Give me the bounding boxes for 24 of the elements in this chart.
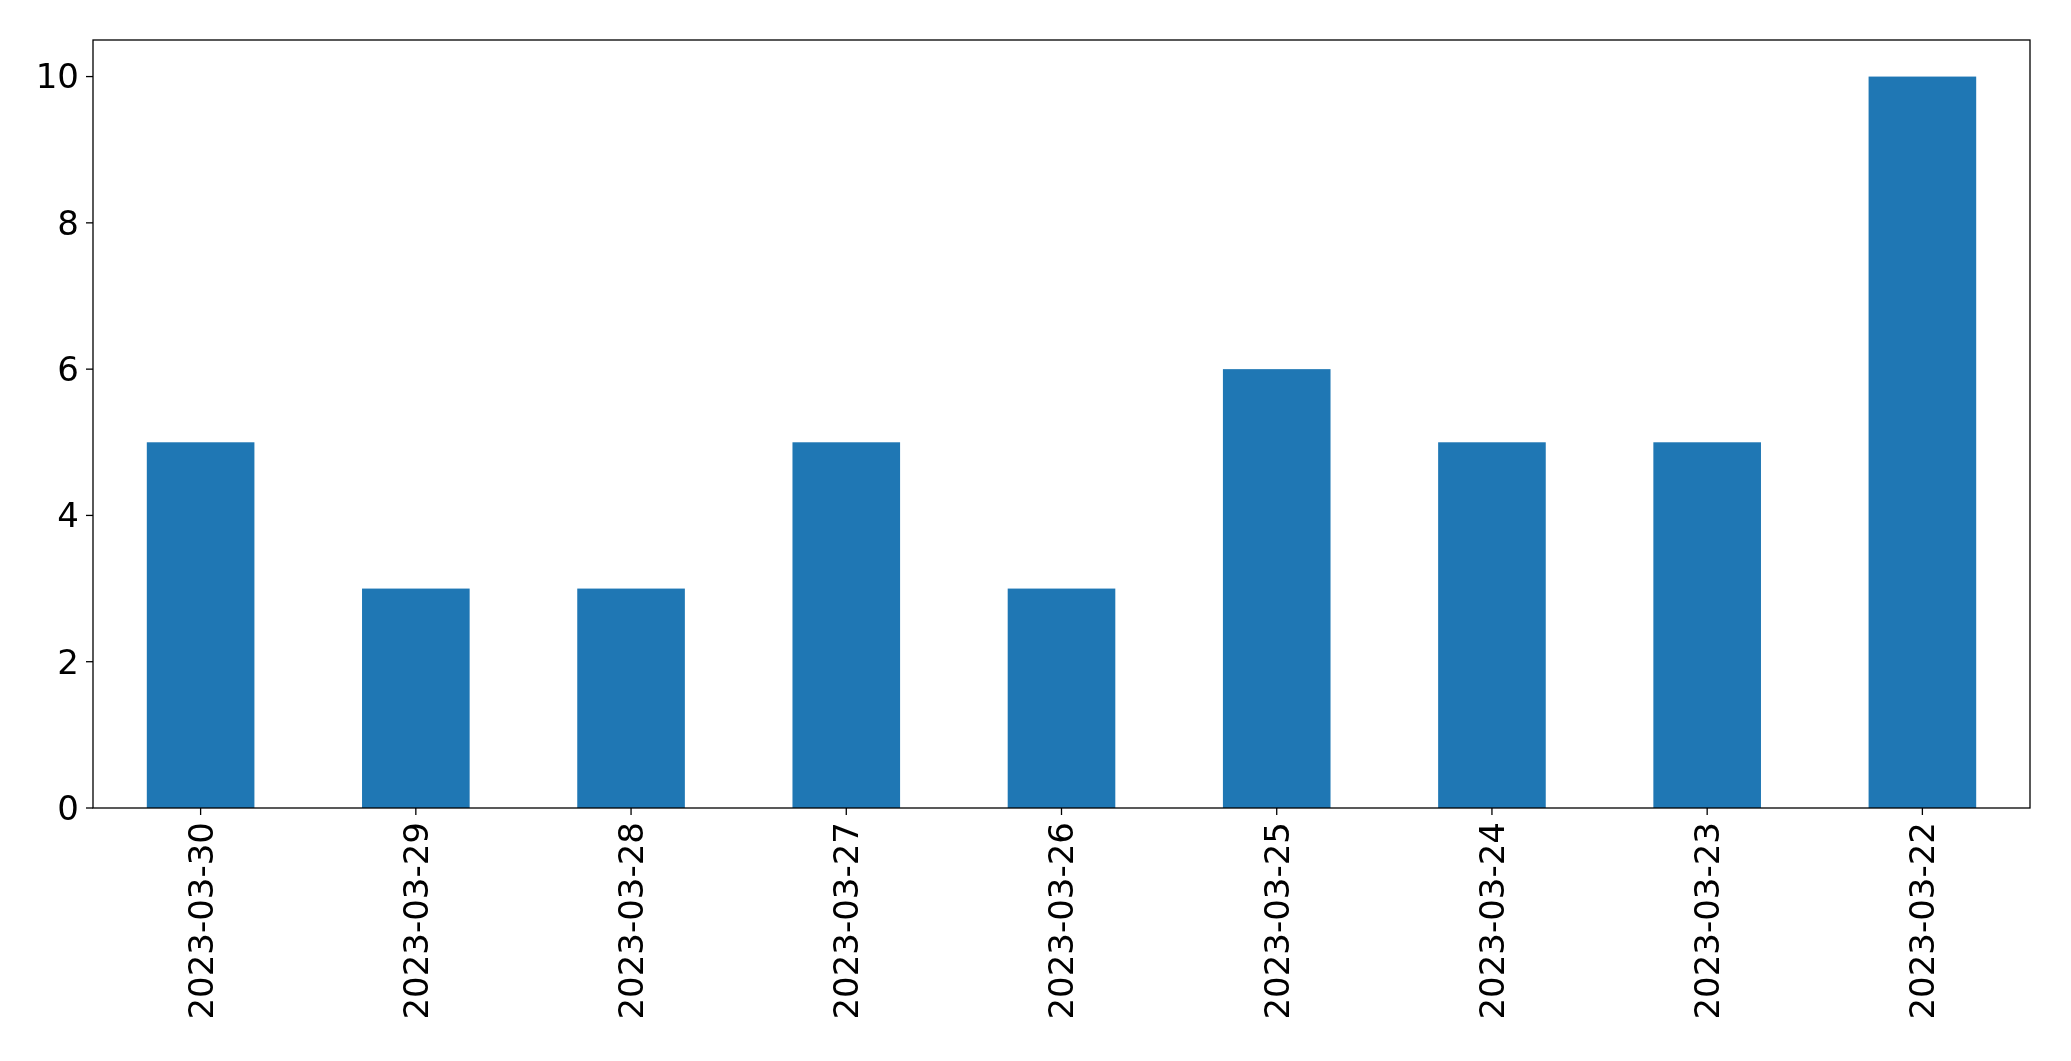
y-tick-label: 4 [57, 495, 79, 536]
bar [792, 442, 901, 808]
y-tick-label: 0 [57, 787, 79, 828]
bar [1653, 442, 1761, 808]
bar [1868, 76, 1977, 808]
bar [1222, 369, 1331, 808]
x-tick-label: 2023-03-29 [395, 822, 436, 1020]
x-tick-label: 2023-03-30 [180, 822, 221, 1020]
bar [146, 442, 255, 808]
x-tick-label: 2023-03-22 [1902, 822, 1943, 1020]
y-tick-label: 8 [57, 202, 79, 243]
bar [362, 588, 470, 808]
bar [577, 588, 685, 808]
x-tick-label: 2023-03-23 [1687, 822, 1728, 1020]
y-tick-label: 2 [57, 641, 79, 682]
x-tick-label: 2023-03-28 [610, 822, 651, 1020]
y-tick-label: 10 [35, 56, 79, 97]
x-tick-label: 2023-03-24 [1471, 822, 1512, 1020]
x-tick-label: 2023-03-26 [1041, 822, 1082, 1020]
bar [1007, 588, 1116, 808]
x-tick-label: 2023-03-27 [826, 822, 867, 1020]
bar [1438, 442, 1546, 808]
x-tick-label: 2023-03-25 [1256, 822, 1297, 1020]
y-tick-label: 6 [57, 349, 79, 390]
